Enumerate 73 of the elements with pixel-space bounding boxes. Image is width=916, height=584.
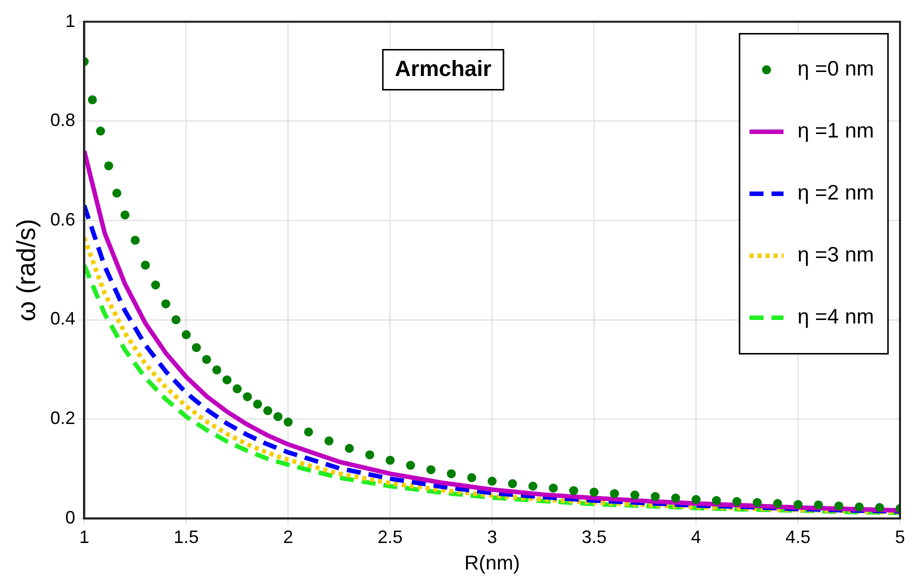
y-tick-label: 0.8 xyxy=(50,110,76,130)
point xyxy=(120,210,130,220)
point xyxy=(242,392,252,402)
point xyxy=(712,496,721,506)
point xyxy=(671,494,680,503)
y-axis-title: ω (rad/s) xyxy=(10,218,41,322)
point xyxy=(548,484,558,493)
point xyxy=(88,95,97,104)
point xyxy=(650,492,660,502)
point xyxy=(365,450,374,460)
x-tick-label: 5 xyxy=(894,527,905,548)
point xyxy=(814,500,823,510)
point xyxy=(386,456,395,465)
legend-label: η =2 nm xyxy=(798,182,874,205)
y-tick-label: 0 xyxy=(65,507,76,528)
x-tick-label: 2.5 xyxy=(378,527,403,548)
point xyxy=(467,473,476,482)
point xyxy=(773,499,782,508)
annotation: Armchair xyxy=(394,56,492,81)
legend-label: η =1 nm xyxy=(798,120,874,143)
x-axis-title: R(nm) xyxy=(464,552,520,575)
point xyxy=(151,280,160,290)
point xyxy=(171,315,180,324)
x-tick-label: 1.5 xyxy=(174,527,199,548)
point xyxy=(590,488,599,497)
point xyxy=(610,489,619,498)
x-tick-label: 2 xyxy=(283,527,294,548)
point xyxy=(222,375,232,384)
point xyxy=(304,427,314,436)
point xyxy=(569,486,578,496)
point xyxy=(508,479,518,488)
point xyxy=(692,495,701,504)
point xyxy=(104,161,114,170)
point xyxy=(426,465,436,474)
point xyxy=(528,482,538,491)
point xyxy=(630,490,640,500)
point xyxy=(752,498,762,508)
point xyxy=(794,500,803,509)
point xyxy=(192,343,201,352)
point xyxy=(96,126,106,136)
point xyxy=(284,418,293,427)
point xyxy=(232,384,242,394)
point xyxy=(732,497,742,506)
point xyxy=(446,469,456,478)
point xyxy=(112,188,122,198)
point xyxy=(834,501,844,510)
y-tick-label: 0.6 xyxy=(50,209,76,230)
point xyxy=(202,354,212,364)
x-tick-label: 3 xyxy=(487,527,498,548)
point xyxy=(854,502,864,512)
point xyxy=(324,436,334,446)
point xyxy=(253,400,262,409)
point xyxy=(140,260,150,270)
point xyxy=(212,365,222,374)
x-tick-label: 3.5 xyxy=(582,527,607,548)
point xyxy=(488,476,497,486)
point xyxy=(273,412,282,422)
legend-label: η =4 nm xyxy=(798,306,874,329)
y-tick-label: 0.4 xyxy=(50,308,76,329)
point xyxy=(161,299,170,308)
y-tick-label: 1 xyxy=(65,10,76,31)
x-tick-label: 4.5 xyxy=(786,527,811,548)
point xyxy=(263,406,272,416)
point xyxy=(130,236,140,245)
point xyxy=(182,330,191,340)
point xyxy=(406,460,416,470)
y-tick-label: 0.2 xyxy=(50,408,76,428)
x-tick-label: 1 xyxy=(79,527,90,548)
legend-label: η =0 nm xyxy=(798,58,874,81)
point xyxy=(344,444,354,453)
legend-label: η =3 nm xyxy=(798,244,874,267)
point xyxy=(875,502,884,512)
x-tick-label: 4 xyxy=(691,527,702,548)
